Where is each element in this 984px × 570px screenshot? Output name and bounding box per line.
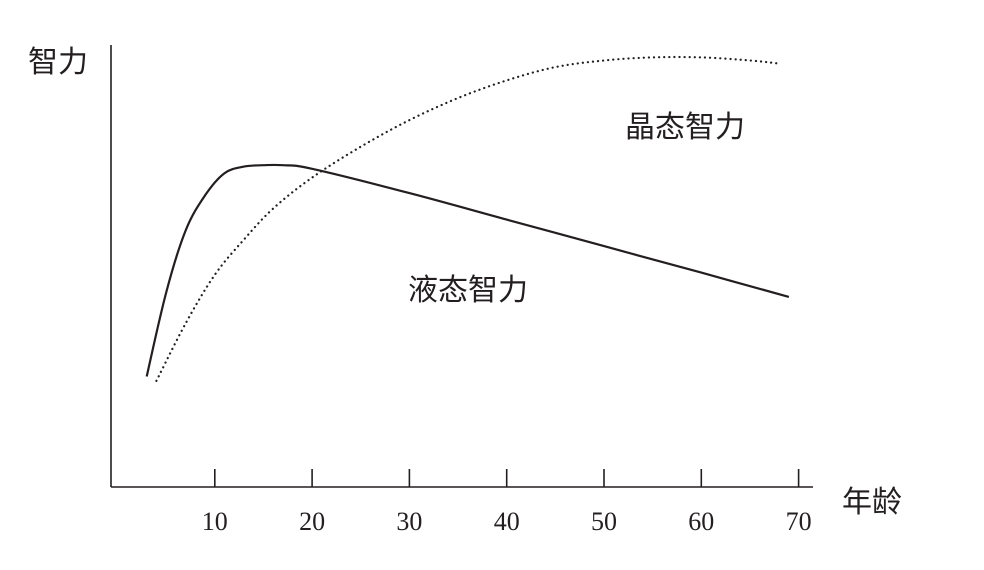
x-tick-label: 20 [299, 507, 325, 536]
x-tick-label: 50 [591, 507, 617, 536]
series-line-crystallized [155, 55, 781, 382]
x-axis-ticks: 10 20 30 40 50 60 70 [202, 469, 812, 536]
series-label-crystallized: 晶态智力 [625, 110, 745, 145]
x-tick-label: 30 [396, 507, 422, 536]
series-label-fluid: 液态智力 [408, 273, 528, 308]
series-line-fluid [145, 163, 790, 377]
y-axis-title: 智力 [28, 45, 88, 80]
series-lines [145, 55, 790, 382]
x-tick-label: 40 [494, 507, 520, 536]
x-tick-label: 60 [688, 507, 714, 536]
x-tick-label: 10 [202, 507, 228, 536]
x-tick-label: 70 [786, 507, 812, 536]
x-axis-title: 年龄 [842, 485, 902, 520]
